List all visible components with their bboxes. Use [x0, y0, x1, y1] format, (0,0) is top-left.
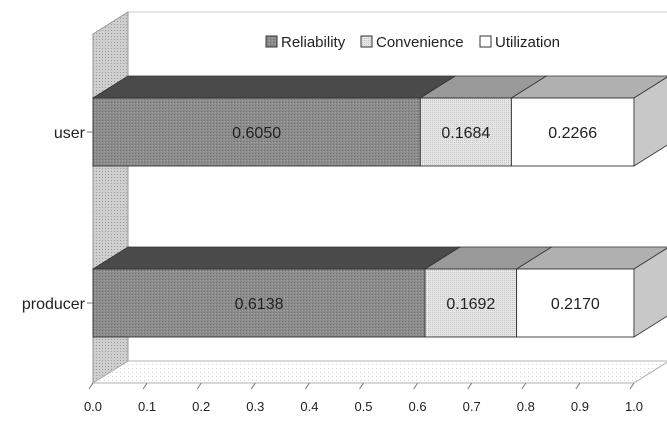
legend-item-utilization: Utilization	[479, 34, 560, 51]
bar-segment-producer-utilization: 0.2170	[515, 246, 667, 338]
x-tick-label: 0.4	[300, 399, 318, 414]
category-label: user	[54, 125, 86, 142]
data-label: 0.1692	[446, 296, 495, 313]
bar-front-face	[92, 268, 426, 338]
x-tick-label: 1.0	[625, 399, 643, 414]
x-tick-label: 0.8	[517, 399, 535, 414]
x-tick-label: 0.2	[192, 399, 210, 414]
legend-label: Reliability	[281, 34, 346, 51]
x-tick-label: 0.9	[571, 399, 589, 414]
legend-swatch	[265, 35, 278, 48]
x-tick-mark	[521, 382, 527, 390]
bar-segment-producer-reliability: 0.6138	[91, 246, 462, 338]
data-label: 0.2170	[551, 296, 600, 313]
x-tick-mark	[250, 382, 256, 390]
x-tick-label: 0.6	[409, 399, 427, 414]
data-label: 0.1684	[441, 125, 490, 142]
x-tick-mark	[575, 382, 581, 390]
x-tick-label: 0.3	[246, 399, 264, 414]
category-label: producer	[22, 296, 86, 313]
x-tick-mark	[413, 382, 419, 390]
legend-label: Utilization	[495, 34, 560, 51]
legend-item-convenience: Convenience	[360, 34, 464, 51]
bar-segment-user-utilization: 0.2266	[510, 75, 667, 167]
x-tick-mark	[629, 382, 635, 390]
bar-side-face	[633, 247, 667, 338]
bar-side-face	[633, 76, 667, 167]
data-label: 0.2266	[548, 125, 597, 142]
bar-segment-producer-convenience: 0.1692	[423, 246, 553, 338]
data-label: 0.6138	[235, 296, 284, 313]
legend: Reliability Convenience Utilization	[258, 29, 570, 55]
bar-front-face	[92, 97, 421, 167]
bar-top-face	[91, 75, 457, 99]
legend-swatch	[479, 35, 492, 48]
x-tick-mark	[88, 382, 94, 390]
legend-label: Convenience	[376, 34, 464, 51]
bars-layer: 0.6050 0.1684 0.2266 0.6138 0.1692 0.2170	[91, 75, 667, 338]
bar-front-face	[419, 97, 512, 167]
legend-swatch	[360, 35, 373, 48]
bar-front-face	[516, 268, 635, 338]
bar-front-face	[424, 268, 518, 338]
y-axis-categories: user producer	[22, 125, 93, 313]
x-tick-mark	[142, 382, 148, 390]
bar-segment-user-convenience: 0.1684	[418, 75, 548, 167]
x-tick-label: 0.7	[463, 399, 481, 414]
x-axis-ticks: 0.0 0.1 0.2 0.3 0.4 0.5 0.6 0.7 0.8 0.9 1.0	[84, 382, 643, 414]
bar-segment-user-reliability: 0.6050	[91, 75, 457, 167]
x-tick-label: 0.0	[84, 399, 102, 414]
floor	[91, 360, 667, 384]
x-tick-label: 0.5	[354, 399, 372, 414]
x-tick-mark	[304, 382, 310, 390]
x-tick-mark	[196, 382, 202, 390]
legend-item-reliability: Reliability	[265, 34, 346, 51]
legend-box	[258, 29, 570, 55]
x-tick-mark	[359, 382, 364, 390]
data-label: 0.6050	[232, 125, 281, 142]
x-tick-mark	[467, 382, 473, 390]
x-tick-label: 0.1	[138, 399, 156, 414]
bar-top-face	[91, 246, 462, 270]
